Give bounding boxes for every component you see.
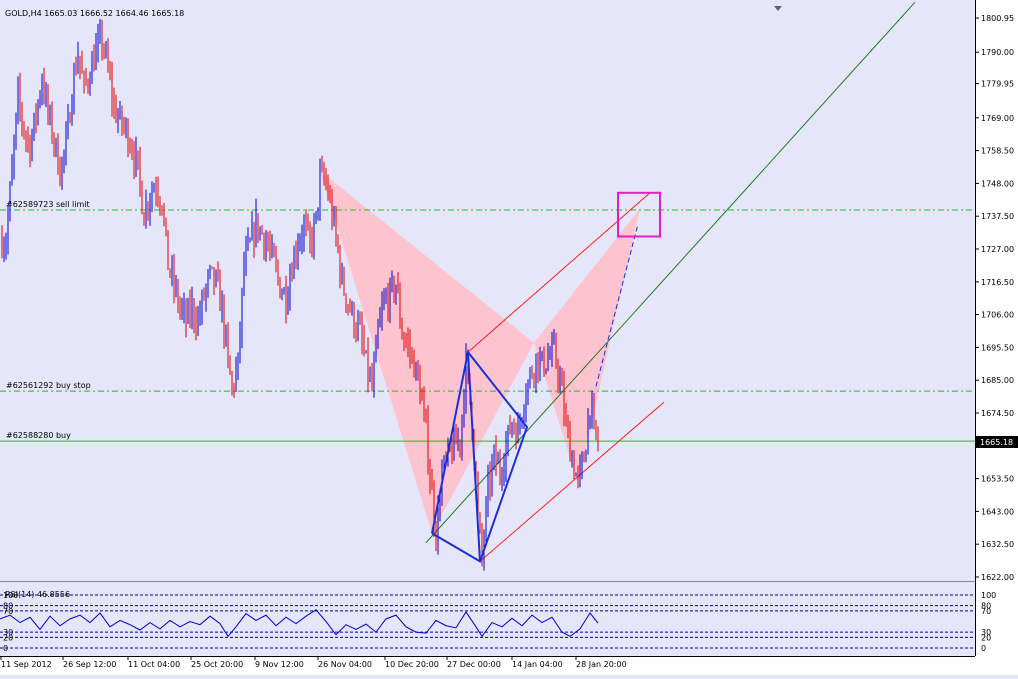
price-tick-label: 1790.00	[981, 48, 1014, 57]
time-tick-label: 25 Oct 20:00	[191, 660, 243, 669]
price-tick-label: 1779.95	[981, 80, 1014, 89]
price-tick-label: 1769.00	[981, 114, 1014, 123]
time-tick-label: 9 Nov 12:00	[255, 660, 304, 669]
price-tick-label: 1737.50	[981, 212, 1014, 221]
order-line-label: #62588280 buy	[6, 431, 71, 440]
rsi-axis-label: 80	[981, 602, 991, 611]
rsi-axis-label: 0	[981, 644, 986, 653]
price-tick-label: 1685.00	[981, 376, 1014, 385]
current-price-badge	[976, 436, 1018, 448]
rsi-title-label: RSI(14) 46.8556	[5, 590, 70, 599]
price-tick-label: 1758.50	[981, 147, 1014, 156]
pattern-outline-polyline[interactable]	[431, 349, 529, 563]
rsi-axis-label: 20	[981, 633, 991, 642]
time-tick-label: 26 Sep 12:00	[63, 660, 116, 669]
price-tick-label: 1706.00	[981, 311, 1014, 320]
symbol-info-label: GOLD,H4 1665.03 1666.52 1664.46 1665.18	[5, 9, 184, 18]
rsi-left-level-label: 20	[3, 633, 13, 642]
channel-lower-line[interactable]	[479, 401, 665, 562]
price-tick-label: 1800.95	[981, 14, 1014, 23]
time-tick-label: 11 Oct 04:00	[128, 660, 180, 669]
rsi-left-level-label: 80	[3, 602, 13, 611]
time-tick-label: 11 Sep 2012	[1, 660, 52, 669]
time-tick-label: 10 Dec 20:00	[385, 660, 439, 669]
harmonic-pattern[interactable]	[320, 170, 640, 534]
price-tick-label: 1695.50	[981, 343, 1014, 352]
price-tick-label: 1653.50	[981, 475, 1014, 484]
projection-dashed-line[interactable]	[595, 223, 639, 387]
rsi-left-level-label: 0	[3, 644, 8, 653]
order-line-label: #62561292 buy stop	[6, 381, 91, 390]
price-tick-label: 1716.50	[981, 278, 1014, 287]
price-axis-background	[975, 0, 1018, 675]
time-tick-label: 26 Nov 04:00	[318, 660, 372, 669]
chart-shift-marker-icon[interactable]	[774, 6, 782, 11]
price-tick-label: 1622.00	[981, 573, 1014, 582]
rsi-plot-area[interactable]	[0, 583, 975, 656]
rsi-left-level-label: 70	[3, 607, 13, 616]
price-tick-label: 1674.50	[981, 409, 1014, 418]
pattern-triangle-bcd[interactable]	[534, 208, 640, 484]
target-zone-box[interactable]	[617, 191, 661, 238]
order-line-label: #62589723 sell limit	[6, 200, 90, 209]
rsi-left-level-label: 100	[3, 591, 18, 600]
channel-upper-line[interactable]	[467, 192, 651, 353]
rsi-line[interactable]	[0, 609, 599, 638]
rsi-axis-label: 30	[981, 628, 991, 637]
price-tick-label: 1643.00	[981, 507, 1014, 516]
time-tick-label: 14 Jan 04:00	[512, 660, 563, 669]
time-tick-label: 28 Jan 20:00	[576, 660, 627, 669]
pattern-triangle-xab[interactable]	[320, 170, 534, 534]
rsi-left-level-label: 30	[3, 628, 13, 637]
rsi-axis-label: 70	[981, 607, 991, 616]
pattern-outline[interactable]	[431, 191, 661, 563]
time-axis-background	[0, 657, 975, 675]
order-lines[interactable]: #62589723 sell limit #62561292 buy stop #6…	[0, 200, 975, 442]
rsi-axis-label: 100	[981, 591, 996, 600]
price-tick-label: 1748.00	[981, 179, 1014, 188]
price-tick-label: 1632.50	[981, 540, 1014, 549]
price-axis: 1800.95 1790.00 1779.95 1769.00 1758.50 1748.…	[975, 14, 1014, 582]
pattern-outline-diagonal[interactable]	[467, 352, 481, 562]
time-axis: 11 Sep 2012 26 Sep 12:00 11 Oct 04:00 25 Oc…	[0, 656, 627, 669]
price-tick-label: 1727.00	[981, 245, 1014, 254]
time-tick-label: 27 Dec 00:00	[447, 660, 501, 669]
current-price-label: 1665.18	[980, 438, 1013, 447]
